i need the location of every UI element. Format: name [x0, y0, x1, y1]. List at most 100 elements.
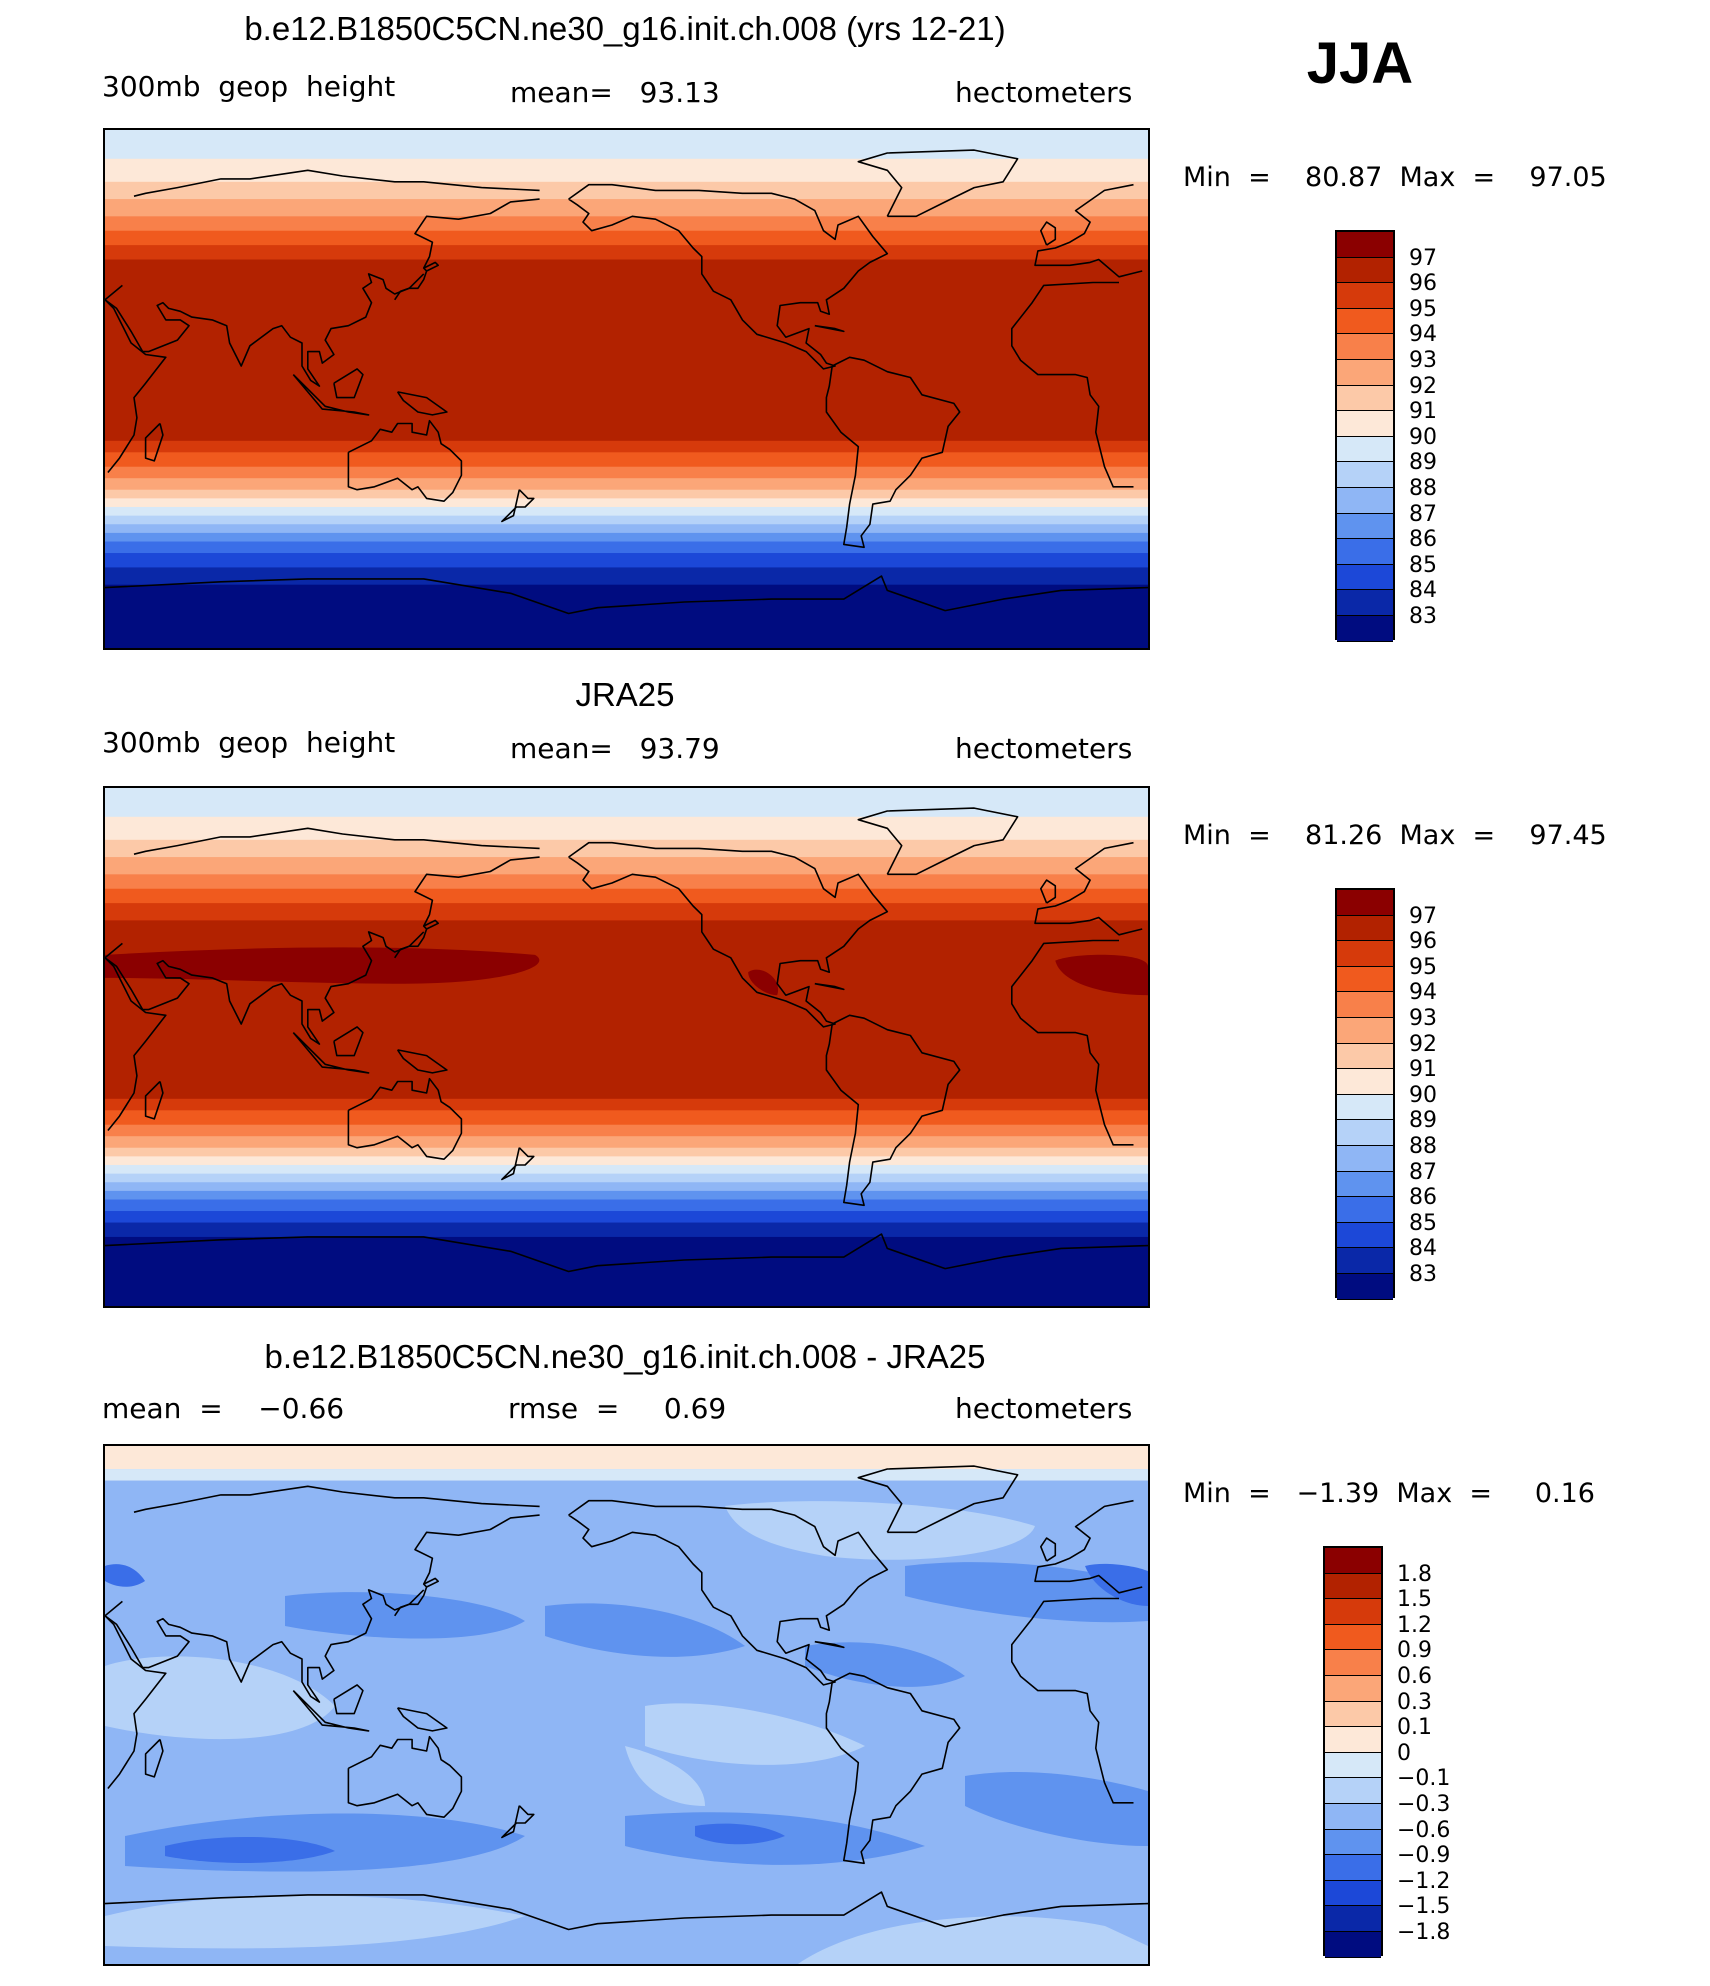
units-label: hectometers [955, 76, 1133, 109]
contour-band [105, 857, 1148, 875]
colorbar-label: 86 [1409, 527, 1437, 553]
colorbar-label: 97 [1409, 245, 1437, 271]
contour-band [105, 245, 1148, 261]
min-max-label: Min = 80.87 Max = 97.05 [1183, 162, 1607, 193]
contour-band [105, 839, 1148, 858]
colorbar-cell [1325, 1727, 1381, 1753]
colorbar-cell [1325, 1573, 1381, 1600]
colorbar-swatches [1335, 888, 1395, 1300]
colorbar-cell [1337, 1197, 1393, 1223]
colorbar-label: 0.9 [1397, 1638, 1432, 1664]
contour-band [105, 1124, 1148, 1137]
contour-band [105, 532, 1148, 543]
colorbar-cell [1337, 1171, 1393, 1198]
colorbar-cell [1337, 1222, 1393, 1249]
colorbar-label: 0.3 [1397, 1689, 1432, 1715]
contour-band [105, 1098, 1148, 1111]
colorbar-label: −1.8 [1397, 1920, 1451, 1945]
contour-band [105, 903, 1148, 921]
colorbar-cell [1337, 890, 1393, 916]
contour-band [105, 1222, 1148, 1238]
units-label: hectometers [955, 1392, 1133, 1425]
colorbar-cell [1337, 992, 1393, 1018]
colorbar-cell [1325, 1829, 1381, 1856]
colorbar-label: 92 [1409, 1031, 1437, 1057]
contour-band [105, 452, 1148, 468]
colorbar-label: 87 [1409, 1159, 1437, 1185]
colorbar-cell [1325, 1752, 1381, 1779]
colorbar-label: 90 [1409, 424, 1437, 450]
colorbar-label: 91 [1409, 399, 1437, 425]
panel-title: b.e12.B1850C5CN.ne30_g16.init.ch.008 - J… [264, 1338, 986, 1375]
colorbar-label: 85 [1409, 1210, 1437, 1236]
contour-band [105, 158, 1148, 183]
colorbar-label: 0.6 [1397, 1664, 1432, 1689]
colorbar-label: 1.2 [1397, 1612, 1432, 1638]
colorbar-label: 0 [1397, 1740, 1411, 1766]
contour-band [105, 230, 1148, 246]
colorbar-label: 87 [1409, 501, 1437, 527]
colorbar-cell [1337, 488, 1393, 514]
contour-band [105, 1136, 1148, 1149]
mean-label: mean = −0.66 [102, 1392, 345, 1425]
colorbar-cell [1337, 1248, 1393, 1274]
map-obs [103, 786, 1150, 1308]
colorbar-cell [1337, 1018, 1393, 1044]
contour-band [105, 279, 1148, 442]
colorbar-cell [1337, 385, 1393, 412]
colorbar-label: −1.5 [1397, 1894, 1451, 1920]
contour-band [105, 567, 1148, 586]
min-max-label: Min = 81.26 Max = 97.45 [1183, 820, 1607, 851]
contour-band [105, 515, 1148, 525]
colorbar-label: 96 [1409, 271, 1437, 297]
colorbar-cell [1325, 1932, 1381, 1958]
colorbar-label: 88 [1409, 476, 1437, 501]
contour-band [105, 816, 1148, 841]
colorbar-cell [1325, 1650, 1381, 1676]
contour-band [105, 541, 1148, 554]
contour-band [105, 1156, 1148, 1166]
map-model [103, 128, 1150, 650]
contour-band [105, 1173, 1148, 1183]
colorbar-cell [1337, 462, 1393, 488]
colorbar-label: 83 [1409, 1262, 1437, 1287]
colorbar-cell [1337, 1094, 1393, 1121]
contour-band [105, 466, 1148, 479]
colorbar-cell [1337, 232, 1393, 258]
contour-band [105, 1147, 1148, 1157]
panel-title: b.e12.B1850C5CN.ne30_g16.init.ch.008 (yr… [244, 10, 1006, 47]
colorbar-cell [1325, 1855, 1381, 1881]
colorbar-label: 92 [1409, 373, 1437, 399]
contour-band [105, 1236, 1148, 1306]
map-diff [103, 1444, 1150, 1966]
colorbar-cell [1325, 1624, 1381, 1651]
contour-band [105, 1164, 1148, 1175]
units-label: hectometers [955, 732, 1133, 765]
colorbar-label: 93 [1409, 348, 1437, 373]
colorbar-cell [1337, 1043, 1393, 1070]
contour-band [105, 440, 1148, 453]
contour-band [105, 584, 1148, 648]
colorbar-label: −0.6 [1397, 1817, 1451, 1843]
colorbar-cell [1337, 257, 1393, 284]
mean-label: mean= 93.13 [510, 76, 720, 109]
contour-band [105, 199, 1148, 217]
colorbar-cell [1337, 334, 1393, 360]
colorbar-cell [1325, 1906, 1381, 1932]
colorbar-label: 88 [1409, 1134, 1437, 1159]
colorbar-label: 84 [1409, 1236, 1437, 1262]
colorbar-label: −0.9 [1397, 1843, 1451, 1869]
contour-band [105, 216, 1148, 232]
contour-band [105, 524, 1148, 534]
colorbar-cell [1337, 283, 1393, 309]
colorbar-cell [1325, 1548, 1381, 1574]
colorbar-label: 1.8 [1397, 1561, 1432, 1587]
colorbar-cell [1337, 564, 1393, 591]
contour-band [105, 1199, 1148, 1212]
coastlines [105, 1465, 1148, 1931]
colorbar-label: 97 [1409, 903, 1437, 929]
variable-label: 300mb geop height [102, 726, 396, 759]
colorbar-cell [1337, 360, 1393, 386]
colorbar-label: 83 [1409, 604, 1437, 629]
colorbar-label: 85 [1409, 552, 1437, 578]
